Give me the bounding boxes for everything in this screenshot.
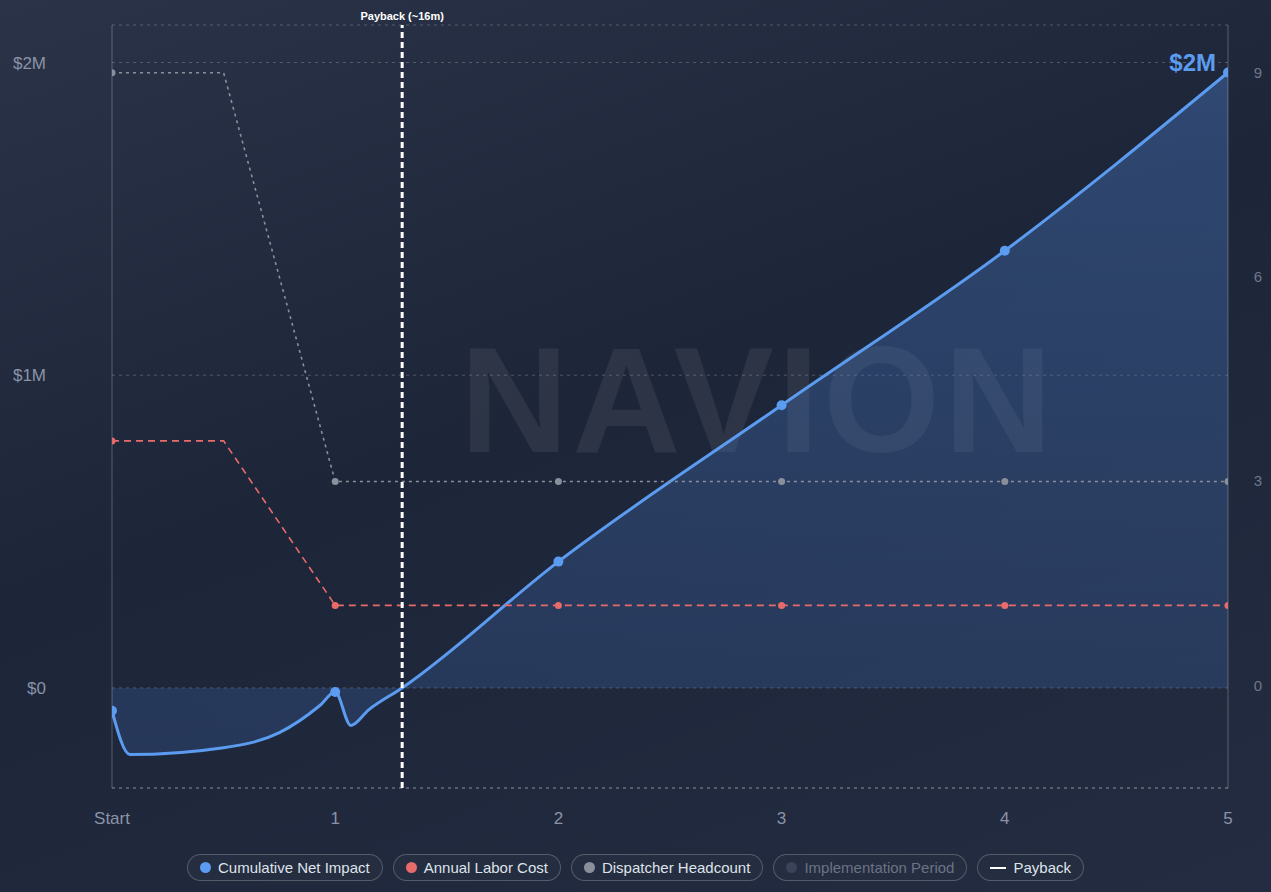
svg-text:2: 2 [554,809,563,828]
svg-text:$2M: $2M [13,54,46,73]
html-text:NAVION: NAVION [460,316,1057,484]
svg-text:9: 9 [1254,64,1262,81]
html-text:Payback: Payback [1013,859,1071,876]
svg-text:$1M: $1M [13,366,46,385]
svg-text:4: 4 [1000,809,1009,828]
svg-text:3: 3 [1254,472,1262,489]
svg-text:$0: $0 [27,679,46,698]
svg-text:0: 0 [1254,677,1262,694]
svg-text:Payback (~16m): Payback (~16m) [360,10,444,22]
svg-text:Start: Start [94,809,130,828]
html-text:Implementation Period: Implementation Period [804,859,955,876]
svg-text:$2M: $2M [1169,49,1216,76]
svg-text:3: 3 [777,809,786,828]
svg-text:6: 6 [1254,268,1262,285]
svg-text:1: 1 [330,809,339,828]
html-text:Annual Labor Cost: Annual Labor Cost [423,859,548,876]
svg-text:5: 5 [1223,809,1232,828]
html-text:Cumulative Net Impact: Cumulative Net Impact [218,859,370,876]
html-text:Dispatcher Headcount: Dispatcher Headcount [602,859,751,876]
